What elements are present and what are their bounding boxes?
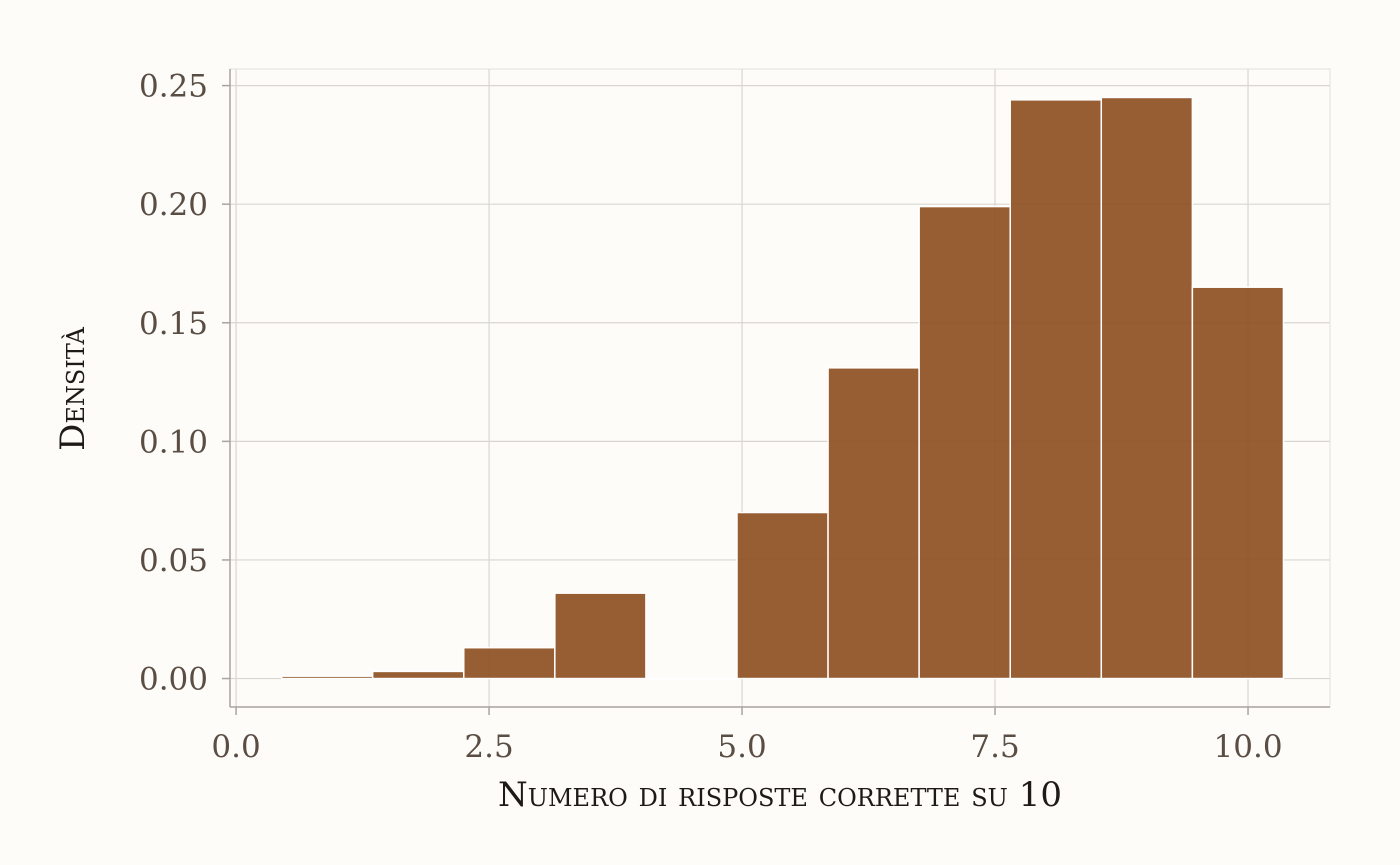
histogram-bar-2 (463, 646, 556, 680)
histogram-bar-0 (280, 675, 374, 680)
histogram-bar-3 (554, 592, 647, 680)
y-tick-label-1: 0.05 (139, 543, 208, 579)
histogram-bar-6 (827, 367, 920, 680)
histogram-bar-5 (736, 511, 829, 680)
y-axis-title: Densità (53, 326, 93, 450)
histogram-bar-8 (1009, 99, 1103, 680)
histogram-bar-7 (918, 205, 1011, 680)
histogram-bar-1 (371, 670, 465, 680)
histogram-bar-9 (1100, 96, 1194, 680)
histogram-bar-4 (645, 677, 738, 680)
histogram-bars (280, 96, 1285, 680)
axes (222, 69, 1330, 715)
y-tick-label-3: 0.15 (139, 306, 208, 342)
histogram-bar-10 (1191, 286, 1285, 680)
x-axis-title: Numero di risposte corrette su 10 (498, 775, 1062, 815)
tick-labels: 0.0 2.5 5.0 7.5 10.0 0.00 0.05 0.10 0.15 0.20 0.25 (139, 69, 1283, 765)
y-tick-label-5: 0.25 (139, 69, 208, 105)
y-tick-label-4: 0.20 (139, 187, 208, 223)
y-tick-label-2: 0.10 (139, 424, 208, 460)
x-tick-label-0: 0.0 (211, 729, 260, 765)
y-tick-label-0: 0.00 (139, 662, 208, 698)
x-tick-label-2: 5.0 (717, 729, 766, 765)
x-tick-label-1: 2.5 (464, 729, 513, 765)
x-tick-label-4: 10.0 (1214, 729, 1283, 765)
x-tick-label-3: 7.5 (970, 729, 1019, 765)
